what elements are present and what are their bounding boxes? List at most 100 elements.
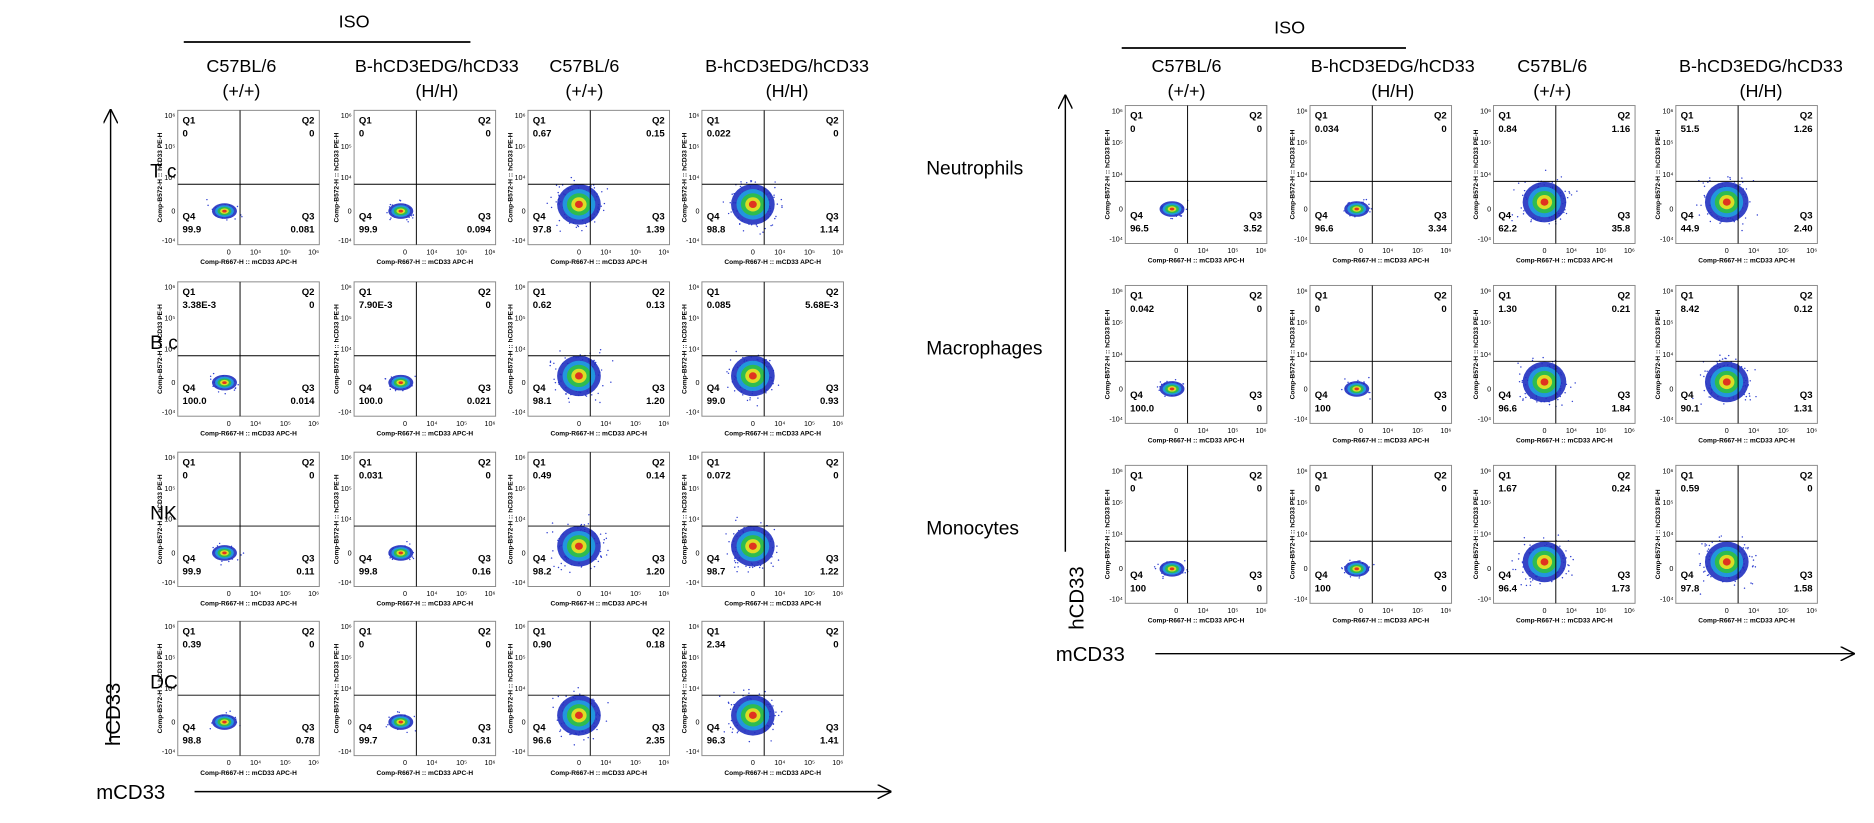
y-tick-label: 10⁴ <box>688 515 699 524</box>
quadrant-name: Q4 <box>707 722 720 733</box>
cell-dot <box>1704 543 1706 545</box>
plot-frame <box>353 109 497 246</box>
quadrant-name: Q4 <box>1681 210 1694 221</box>
cell-dot <box>728 723 730 725</box>
plot-frame <box>1675 464 1818 604</box>
quadrant-value: 35.8 <box>1612 223 1631 234</box>
cell-dot <box>558 186 561 188</box>
x-tick-label: 10⁶ <box>832 419 843 428</box>
quadrant-name: Q4 <box>707 553 720 564</box>
quadrant-value: 0.90 <box>533 640 552 651</box>
y-tick-label: 10⁶ <box>1662 106 1673 115</box>
quadrant-name: Q3 <box>1800 210 1813 221</box>
quadrant-value: 99.9 <box>183 225 202 236</box>
cell-dot <box>1725 357 1727 360</box>
y-tick-label: 0 <box>1487 204 1491 213</box>
column-header: C57BL/6 <box>206 56 276 76</box>
x-tick-label: 10⁶ <box>658 247 669 256</box>
x-tick-label: 10⁴ <box>600 758 611 767</box>
y-axis-label: Comp-B572-H :: hCD33 PE-H <box>681 474 688 564</box>
cell-dot <box>1518 553 1520 555</box>
cell-dot <box>1369 398 1371 400</box>
cell-dot <box>732 728 734 730</box>
density-level <box>398 551 404 555</box>
cell-dot <box>553 565 555 568</box>
x-tick-label: 0 <box>227 758 231 767</box>
y-tick-label: 10⁴ <box>1480 530 1491 539</box>
cell-cloud <box>546 514 609 574</box>
x-tick-label: 10⁶ <box>658 419 669 428</box>
quadrant-value: 0 <box>1441 304 1446 315</box>
x-tick-label: 10⁶ <box>484 758 495 767</box>
quadrant-value: 0.034 <box>1315 124 1340 135</box>
cell-dot <box>756 405 759 407</box>
cell-dot <box>761 567 764 569</box>
cell-dot <box>234 218 236 220</box>
x-axis-title: mCD33 <box>96 782 165 804</box>
x-tick-label: 10⁴ <box>600 419 611 428</box>
quadrant-name: Q3 <box>826 553 839 564</box>
cell-dot <box>390 217 392 219</box>
cell-dot <box>1696 204 1698 206</box>
cell-dot <box>553 378 555 381</box>
cell-dot <box>1745 547 1747 549</box>
y-axis-label: Comp-B572-H :: hCD33 PE-H <box>157 474 164 564</box>
cell-dot <box>1341 567 1343 570</box>
y-tick-label: 10⁵ <box>515 142 526 151</box>
cell-dot <box>1363 199 1365 201</box>
cell-dot <box>1752 559 1755 561</box>
cell-dot <box>745 565 747 567</box>
quadrant-value: 96.6 <box>533 736 552 747</box>
y-axis-label: Comp-B572-H :: hCD33 PE-H <box>1105 129 1112 219</box>
cell-dot <box>1517 182 1520 184</box>
quadrant-value: 3.38E-3 <box>183 300 217 311</box>
y-tick-label: 0 <box>522 206 526 215</box>
cell-dot <box>386 211 388 214</box>
quadrant-name: Q4 <box>707 211 720 222</box>
cell-dot <box>759 233 761 235</box>
x-tick-label: 0 <box>1359 606 1363 615</box>
y-tick-label: 0 <box>171 206 175 215</box>
quadrant-name: Q4 <box>1315 210 1328 221</box>
column-header: (+/+) <box>1533 81 1571 101</box>
column-header: (H/H) <box>766 81 809 101</box>
y-tick-label: 10⁴ <box>515 344 526 353</box>
cell-dot <box>573 690 575 693</box>
y-tick-label: 10⁵ <box>164 653 175 662</box>
quadrant-name: Q3 <box>478 211 491 222</box>
quadrant-name: Q1 <box>1315 111 1328 122</box>
y-tick-label: 10⁶ <box>164 283 175 292</box>
density-level <box>575 711 583 719</box>
cell-dot <box>567 523 569 526</box>
x-axis-label: Comp-R667-H :: mCD33 APC-H <box>377 259 474 266</box>
cell-dot <box>1565 550 1567 552</box>
quadrant-name: Q4 <box>1498 390 1511 401</box>
y-tick-label: 10⁶ <box>341 283 352 292</box>
cell-dot <box>590 185 592 187</box>
y-tick-label: -10⁴ <box>338 747 351 756</box>
column-header: (H/H) <box>1740 81 1783 101</box>
density-level <box>748 372 757 380</box>
cell-dot <box>220 564 222 566</box>
cell-dot <box>755 224 758 226</box>
cell-dot <box>1749 201 1751 203</box>
cell-dot <box>1706 574 1709 577</box>
quadrant-name: Q3 <box>1800 570 1813 581</box>
cell-dot <box>1561 577 1564 579</box>
y-tick-label: 10⁵ <box>1662 138 1673 147</box>
cell-dot <box>602 542 605 544</box>
cell-dot <box>754 181 757 183</box>
cell-dot <box>1741 536 1744 538</box>
plot-frame <box>1493 284 1636 424</box>
y-tick-label: 10⁵ <box>1480 318 1491 327</box>
cell-dot <box>1542 537 1545 539</box>
x-tick-label: 10⁵ <box>456 589 467 598</box>
cell-dot <box>242 552 245 554</box>
y-tick-label: 10⁶ <box>515 453 526 462</box>
y-tick-label: 0 <box>1119 204 1123 213</box>
y-tick-label: 10⁵ <box>515 653 526 662</box>
quadrant-value: 0 <box>359 640 364 651</box>
x-tick-label: 10⁵ <box>1412 606 1423 615</box>
quadrant-value: 0 <box>183 471 188 482</box>
cell-dot <box>1171 217 1174 220</box>
